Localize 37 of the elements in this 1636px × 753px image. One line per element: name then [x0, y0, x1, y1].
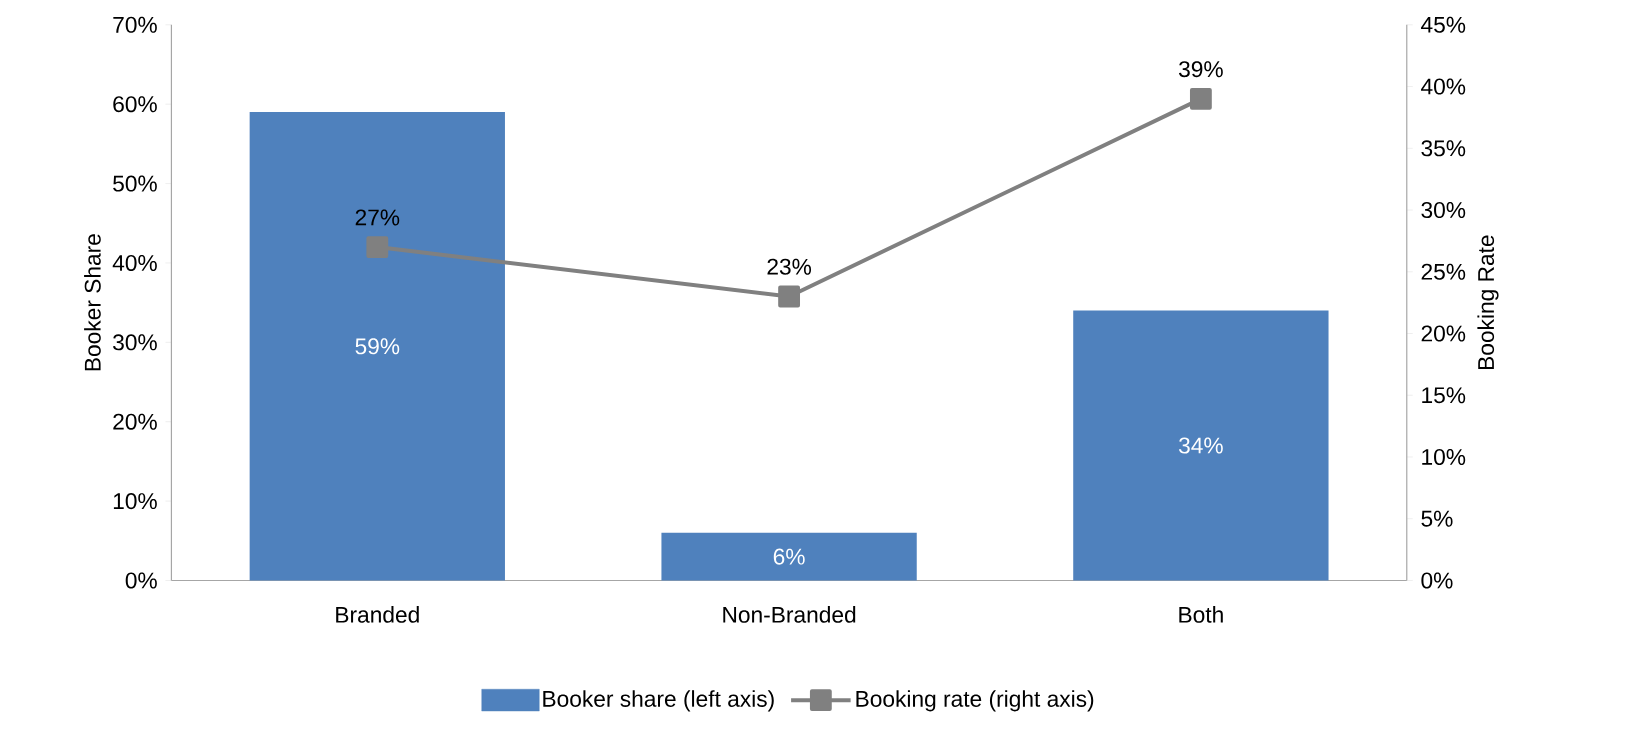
bar	[661, 532, 917, 581]
y-tick-label: 60%	[113, 96, 157, 113]
y-tick-label: 70%	[113, 16, 157, 33]
y-tick-label: 10%	[113, 492, 157, 510]
data-label: 34%	[1178, 437, 1223, 454]
y2-tick-label: 45%	[1421, 16, 1466, 33]
y2-tick-label: 15%	[1422, 387, 1466, 404]
point	[1189, 87, 1212, 110]
data-label: 39%	[1179, 61, 1223, 78]
data-label: 6%	[773, 548, 805, 565]
y2-tick-label: 0%	[1421, 572, 1453, 589]
y-tick-label: 0%	[125, 572, 157, 589]
x-tick-label: Non-Branded	[723, 606, 856, 623]
bar	[249, 112, 505, 581]
legend-label: Booker share (left axis)	[543, 690, 774, 712]
y-tick-label: 20%	[113, 413, 157, 430]
y2-tick-label: 20%	[1421, 325, 1466, 342]
point	[778, 285, 801, 308]
y-axis-title: Booker Share	[84, 234, 101, 371]
legend-label: Booking rate (right axis)	[856, 690, 1094, 712]
data-label: 23%	[767, 258, 812, 275]
y2-tick-label: 10%	[1422, 448, 1466, 465]
y2-tick-label: 5%	[1421, 510, 1453, 527]
y-tick-label: 30%	[113, 334, 157, 351]
x-tick-label: Branded	[336, 606, 419, 623]
point	[366, 236, 389, 258]
y2-tick-label: 40%	[1421, 78, 1466, 95]
y2-tick-label: 30%	[1421, 201, 1466, 219]
data-label: 27%	[355, 209, 400, 226]
y-tick-label: 40%	[112, 254, 157, 271]
y2-axis-title: Booking Rate	[1477, 235, 1499, 369]
bar	[1073, 310, 1329, 581]
y-tick-label: 50%	[113, 175, 157, 192]
y2-tick-label: 35%	[1421, 140, 1466, 157]
data-label: 59%	[355, 338, 400, 355]
y2-tick-label: 25%	[1421, 263, 1466, 280]
x-tick-label: Both	[1179, 606, 1223, 623]
